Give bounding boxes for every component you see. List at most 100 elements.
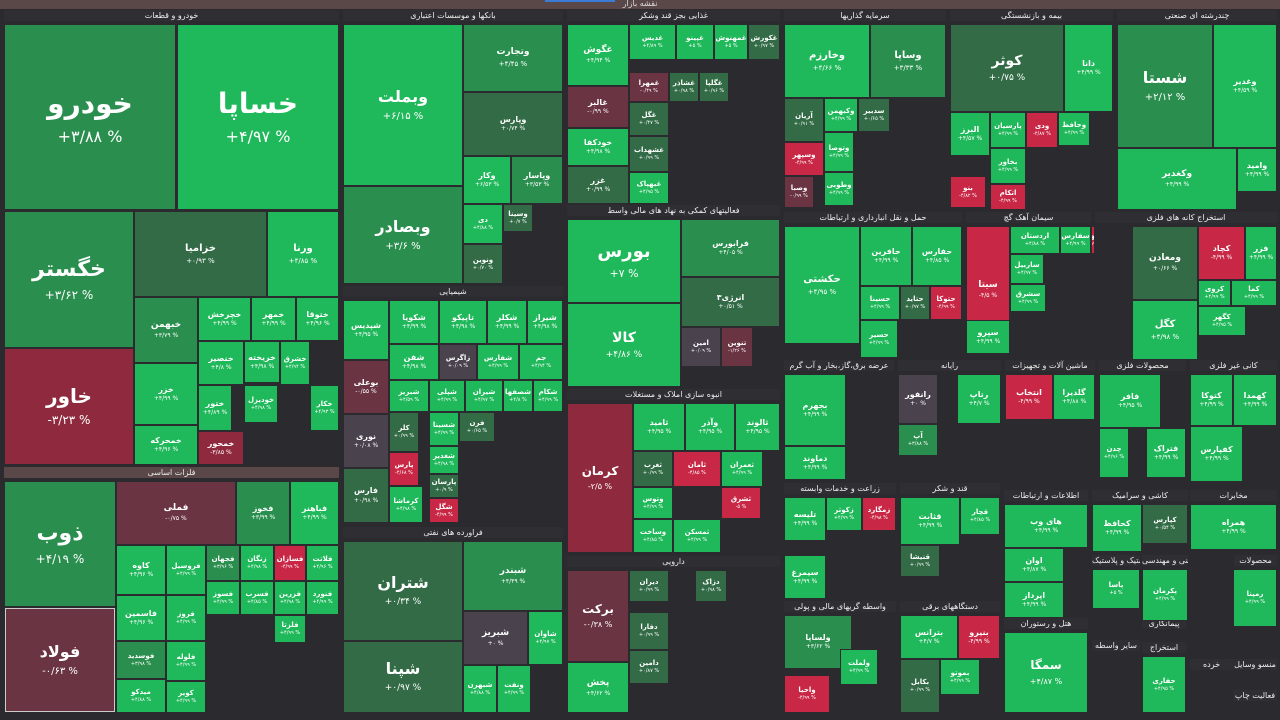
stock-tile[interactable]: فولاد -۰/۶۳ % [4, 607, 116, 713]
stock-tile[interactable]: وآذر +۴/۹۵ % [685, 403, 735, 451]
stock-tile[interactable]: فتراک +۴/۹۹ % [1146, 428, 1186, 478]
stock-tile[interactable]: فلاتت +۴/۹۶ % [306, 545, 339, 581]
stock-tile[interactable]: فارس +۰/۹۸ % [343, 468, 389, 523]
stock-tile[interactable]: کگل +۴/۹۸ % [1132, 300, 1198, 360]
stock-tile[interactable]: وتوصا +۴/۹۹ % [824, 132, 854, 172]
stock-tile[interactable]: کوثر +۰/۷۵ % [950, 24, 1064, 112]
stock-tile[interactable]: فلوله +۴/۹۹ % [166, 641, 206, 681]
stock-tile[interactable]: برکت -۰/۳۸ % [567, 570, 629, 662]
stock-tile[interactable]: نوری +۰/۰۸ % [343, 414, 389, 468]
stock-tile[interactable]: فرن +۰/۶۵ % [459, 412, 495, 442]
stock-tile[interactable]: ثشرق -۵ % [721, 487, 761, 519]
stock-tile[interactable]: خساپا +۴/۹۷ % [177, 24, 339, 210]
stock-tile[interactable]: کرماشا +۴/۹۸ % [389, 486, 423, 523]
stock-tile[interactable]: پارسان +۰/۹ % [429, 474, 459, 498]
stock-tile[interactable]: خزر +۴/۹۹ % [134, 363, 198, 425]
stock-tile[interactable]: خگستر +۳/۶۲ % [4, 211, 134, 348]
sector-header[interactable]: محصولات فلزی [1099, 360, 1186, 371]
stock-tile[interactable]: وتوس +۴/۹۹ % [633, 487, 673, 519]
stock-tile[interactable]: شکام +۴/۹۹ % [533, 380, 563, 412]
sector-header[interactable]: استخراج کانه های فلزی [1095, 212, 1277, 223]
stock-tile[interactable]: ثامان -۴/۸۵ % [673, 451, 721, 487]
stock-tile[interactable]: جم +۴/۹۴ % [519, 344, 563, 380]
stock-tile[interactable]: حسیر +۴/۹۹ % [860, 320, 898, 358]
sector-header[interactable]: منسو وسایل [1233, 659, 1277, 670]
stock-tile[interactable]: بجهرم +۴/۹۹ % [784, 374, 846, 446]
stock-tile[interactable]: حسینا +۴/۹۹ % [860, 286, 900, 320]
sector-header[interactable]: فعالیتهای کمکی به نهاد های مالی واسط [567, 205, 780, 216]
stock-tile[interactable]: فباهنر +۴/۹۹ % [290, 481, 339, 545]
stock-tile[interactable]: غالبر -۰/۹۹ % [567, 86, 629, 128]
stock-tile[interactable]: خریخته +۴/۹۸ % [244, 341, 280, 383]
sector-header[interactable]: غذایی بجز قند وشکر [567, 10, 780, 21]
stock-tile[interactable]: انتخاب -۴/۹۹ % [1005, 374, 1053, 420]
stock-tile[interactable]: زکوثر +۴/۹۹ % [826, 497, 862, 531]
stock-tile[interactable]: سفارس +۴/۹۹ % [1060, 226, 1091, 254]
stock-tile[interactable]: ورنا +۴/۸۵ % [267, 211, 339, 297]
stock-tile[interactable]: خمهر +۴/۹۹ % [251, 297, 296, 341]
stock-tile[interactable]: وبصادر +۳/۶ % [343, 186, 463, 284]
stock-tile[interactable]: شیراز +۴/۹۸ % [527, 300, 563, 344]
stock-tile[interactable]: کگهر +۴/۹۵ % [1198, 306, 1246, 336]
stock-tile[interactable]: غگلپا +۰/۹۶ % [699, 72, 729, 102]
stock-tile[interactable]: شگل -۴/۹۹ % [429, 498, 459, 523]
stock-tile[interactable]: دانا +۴/۹۹ % [1064, 24, 1113, 112]
stock-tile[interactable]: ونوین +۰/۷۰ % [463, 244, 503, 284]
sector-header[interactable]: بانکها و موسسات اعتباری [343, 10, 563, 21]
stock-tile[interactable]: خودرو +۳/۸۸ % [4, 24, 176, 210]
stock-tile[interactable]: شکلر +۴/۹۹ % [487, 300, 527, 344]
stock-tile[interactable]: شتران +۰/۳۴ % [343, 541, 463, 641]
stock-tile[interactable]: فلزتا +۴/۹۹ % [274, 615, 306, 643]
stock-tile[interactable]: دزاک +۰/۹۸ % [695, 570, 727, 602]
stock-tile[interactable]: پاسا +۵ % [1092, 569, 1140, 609]
stock-tile[interactable]: حفارس +۴/۸۵ % [912, 226, 962, 286]
stock-tile[interactable]: شبریز +۴/۵۹ % [389, 380, 429, 412]
sector-header[interactable]: سایر واسطه [1092, 640, 1140, 651]
sector-header[interactable]: دارویی [567, 556, 780, 567]
stock-tile[interactable]: کما +۴/۹۹ % [1231, 280, 1277, 306]
stock-tile[interactable]: غگوش +۴/۹۴ % [567, 24, 629, 86]
stock-tile[interactable]: فزرین +۴/۹۸ % [274, 581, 306, 615]
stock-tile[interactable]: غبهپاک +۴/۹۵ % [629, 172, 669, 204]
stock-tile[interactable]: فروسیل +۴/۹۹ % [166, 545, 206, 595]
stock-tile[interactable]: وامید +۴/۹۹ % [1237, 148, 1277, 192]
stock-tile[interactable]: امین +۰/۰۹ % [681, 327, 721, 367]
stock-tile[interactable]: وسینا +۰/۷ % [503, 204, 533, 232]
stock-tile[interactable]: ودی -۴/۸۷ % [1026, 112, 1058, 148]
stock-tile[interactable]: دیران +۰/۹۹ % [629, 570, 669, 602]
stock-tile[interactable]: ختوقا +۴/۹۶ % [296, 297, 339, 341]
sector-header[interactable]: فراورده های نفتی [343, 527, 563, 538]
sector-header[interactable]: انبوه سازی املاک و مستغلات [567, 389, 780, 400]
sector-header[interactable]: زراعت و خدمات وابسته [784, 483, 896, 494]
stock-tile[interactable]: شفن +۴/۹۸ % [389, 344, 439, 380]
sector-header[interactable]: رایانه [898, 360, 1001, 371]
stock-tile[interactable]: ثعمران +۴/۹۹ % [721, 451, 763, 487]
stock-tile[interactable]: بخاور +۴/۹۹ % [990, 148, 1026, 184]
stock-tile[interactable]: وغدیر +۴/۵۹ % [1213, 24, 1277, 148]
stock-tile[interactable]: کحافظ +۴/۹۹ % [1092, 504, 1142, 552]
sector-header[interactable]: واسطه گریهای مالی و پولی [784, 601, 896, 612]
stock-tile[interactable]: غمهنوش +۵ % [714, 24, 748, 60]
stock-tile[interactable]: بترانس +۴/۷ % [900, 615, 958, 659]
stock-tile[interactable]: حکشتی +۴/۹۵ % [784, 226, 860, 344]
stock-tile[interactable]: شبندر +۴/۴۹ % [463, 541, 563, 611]
stock-tile[interactable]: خنصیر +۴/۸ % [198, 341, 244, 385]
stock-tile[interactable]: انرژی۳ +۰/۵۱ % [681, 277, 780, 327]
stock-tile[interactable]: وکار +۶/۵۳ % [463, 156, 511, 204]
stock-tile[interactable]: بوعلی -۰/۵۵ % [343, 360, 389, 414]
sector-header[interactable]: کاشی و سرامیک [1092, 490, 1188, 501]
stock-tile[interactable]: بکابل +۰/۹۹ % [900, 659, 940, 713]
stock-tile[interactable]: کروی +۴/۹۹ % [1198, 280, 1231, 306]
stock-tile[interactable]: کچاد -۴/۹۹ % [1198, 226, 1245, 280]
stock-tile[interactable]: ختور +۴/۸۹ % [198, 385, 232, 431]
sector-header[interactable]: فنی و مهندسی [1142, 555, 1188, 566]
sector-header[interactable]: سرمایه گذاریها [784, 10, 946, 21]
stock-tile[interactable]: فوسدید +۳/۹۸ % [116, 641, 166, 679]
stock-tile[interactable]: فافر +۴/۹۵ % [1099, 374, 1161, 428]
stock-tile[interactable]: فسرب +۴/۸۵ % [240, 581, 274, 615]
stock-tile[interactable]: شبریز +۰ % [463, 611, 528, 665]
stock-tile[interactable]: وحافظ +۴/۹۹ % [1058, 112, 1090, 146]
stock-tile[interactable]: تنوین -۱/۲۶ % [721, 327, 753, 367]
sector-header[interactable]: اطلاعات و ارتباطات [1004, 490, 1088, 501]
stock-tile[interactable]: کرمان -۲/۵ % [567, 403, 633, 553]
